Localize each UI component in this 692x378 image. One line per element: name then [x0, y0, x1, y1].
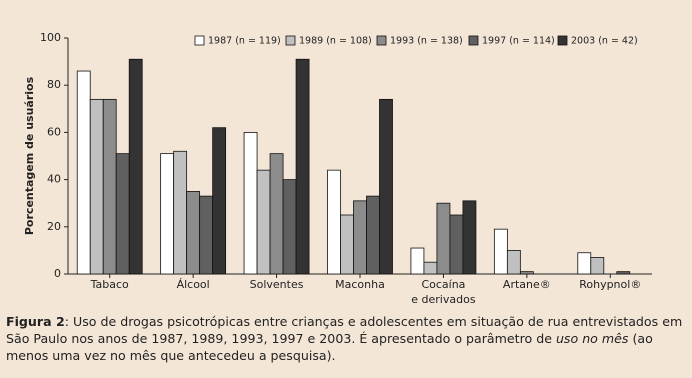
bar: [295, 58, 310, 275]
x-tick-label: Cocaína e derivados: [411, 278, 476, 306]
caption-label: Figura 2: [6, 314, 65, 329]
bar: [212, 127, 227, 275]
y-axis-label: Porcentagem de usuários: [23, 76, 36, 235]
legend-label: 1989 (n = 108): [299, 36, 372, 47]
caption-text: (ao menos uma vez no mês que antecedeu a…: [6, 331, 653, 363]
chart: Porcentagem de usuários 0 20 40 60 80 100 1987…: [23, 31, 652, 280]
bar: [186, 190, 201, 275]
bar: [282, 179, 297, 275]
bar: [410, 247, 425, 275]
bar: [462, 200, 477, 275]
x-tick-label: Artane®: [502, 278, 551, 291]
legend-swatch: [376, 35, 387, 46]
caption-text: : Uso de drogas psicotrópicas entre cria…: [6, 314, 683, 346]
y-tick-label: 80: [47, 78, 61, 91]
legend-swatch: [285, 35, 296, 46]
x-tick-label: Rohypnol®: [579, 278, 642, 291]
x-tick-label: Solventes: [249, 278, 304, 291]
bar: [506, 249, 521, 275]
y-tick-label: 60: [47, 125, 61, 138]
caption: Figura 2: Uso de drogas psicotrópicas en…: [6, 313, 686, 364]
y-tick-label: 20: [47, 220, 61, 233]
x-tick-label: Maconha: [335, 278, 385, 291]
x-tick-label: Álcool: [176, 278, 210, 291]
bar: [243, 131, 258, 275]
bar: [590, 257, 605, 275]
bar: [379, 98, 393, 275]
caption-emphasis: uso no mês: [555, 331, 629, 346]
bar: [577, 252, 592, 275]
bar: [102, 98, 117, 275]
legend-label: 1993 (n = 138): [390, 36, 463, 47]
x-tick-label: Tabaco: [90, 278, 129, 291]
bar: [327, 169, 341, 275]
legend-label: 1987 (n = 119): [208, 36, 281, 47]
y-tick-label: 0: [54, 267, 61, 280]
bar: [173, 150, 188, 275]
legend-label: 1997 (n = 114): [482, 36, 555, 47]
bar: [616, 271, 631, 275]
bar: [269, 153, 284, 275]
legend-swatch: [557, 35, 568, 46]
bar: [519, 271, 534, 275]
bar: [493, 228, 508, 275]
bar: [199, 195, 214, 275]
y-tick-label: 100: [40, 31, 61, 44]
bar: [76, 70, 91, 275]
legend-label: 2003 (n = 42): [571, 36, 638, 47]
y-tick-label: 40: [47, 173, 61, 186]
bar: [436, 202, 451, 275]
bar: [340, 214, 354, 275]
bar: [353, 200, 367, 275]
bar: [115, 153, 130, 275]
bar: [89, 98, 104, 275]
bar: [128, 58, 143, 275]
bar: [449, 214, 464, 275]
bar: [256, 169, 271, 275]
bar: [160, 153, 175, 275]
bar: [423, 261, 438, 275]
bar: [366, 195, 380, 275]
legend-swatch: [468, 35, 479, 46]
legend-swatch: [194, 35, 205, 46]
